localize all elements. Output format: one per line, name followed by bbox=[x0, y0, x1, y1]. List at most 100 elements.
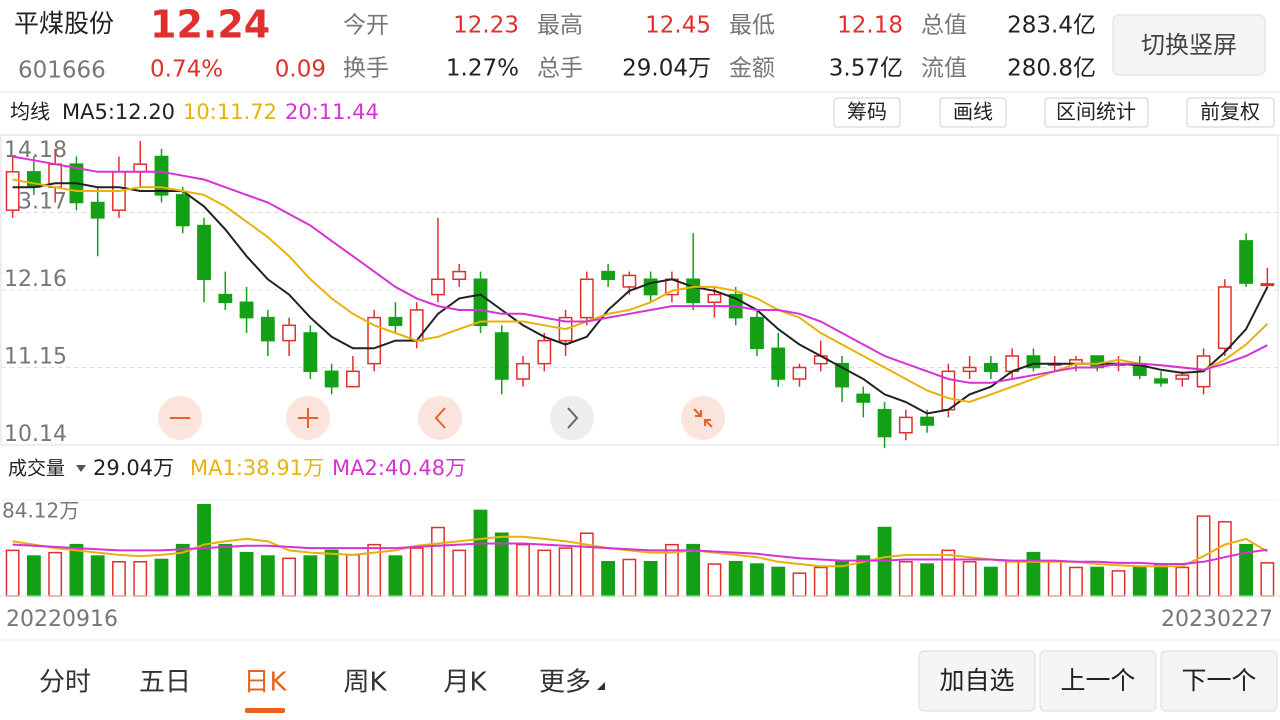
candle-body bbox=[367, 316, 382, 365]
action-button[interactable] bbox=[1039, 650, 1157, 712]
stat-value: 12.18 bbox=[837, 13, 903, 39]
volume-bar bbox=[601, 561, 616, 597]
volume-bar bbox=[1175, 566, 1190, 597]
x-tick-label: 20230227 bbox=[1161, 607, 1273, 632]
dropdown-icon[interactable] bbox=[597, 682, 605, 690]
tab[interactable]: 日K bbox=[243, 668, 287, 698]
icon[interactable] bbox=[567, 407, 579, 429]
icon-bg[interactable] bbox=[418, 396, 462, 440]
candle-body bbox=[473, 278, 488, 327]
icon-bg[interactable] bbox=[681, 396, 725, 440]
volume-bar bbox=[686, 543, 701, 597]
tab[interactable]: 分时 bbox=[39, 668, 91, 698]
stat-value: 283.4亿 bbox=[1007, 13, 1096, 39]
tab-bar: 分时 五日 日K 周K 月K 更多 加自选 上一个 下一个 bbox=[39, 650, 1278, 713]
icon[interactable] bbox=[693, 408, 713, 428]
candle-body bbox=[388, 316, 403, 327]
candle-body bbox=[324, 370, 339, 388]
legend-entry: MA5:12.20 bbox=[62, 100, 175, 124]
candle-body bbox=[707, 293, 722, 304]
volume-bar bbox=[1111, 570, 1126, 597]
stat-value: 280.8亿 bbox=[1007, 56, 1096, 82]
action-label[interactable]: 上一个 bbox=[1060, 666, 1135, 695]
volume-bar bbox=[324, 549, 339, 597]
candle-body bbox=[1239, 240, 1254, 284]
action-label[interactable]: 下一个 bbox=[1181, 666, 1256, 695]
volume-bar bbox=[69, 543, 84, 597]
volume-bar bbox=[112, 561, 126, 597]
volume-bar bbox=[941, 549, 956, 597]
icon-bg[interactable] bbox=[550, 396, 594, 440]
action-button[interactable] bbox=[1160, 650, 1278, 712]
volume-bar bbox=[218, 543, 233, 597]
button-label[interactable]: 画线 bbox=[953, 100, 993, 124]
tool-button[interactable]: 画线 bbox=[939, 97, 1007, 128]
candle-body bbox=[962, 366, 977, 373]
button-label[interactable]: 区间统计 bbox=[1056, 100, 1136, 124]
candle-body bbox=[1026, 355, 1041, 369]
button-label[interactable]: 切换竖屏 bbox=[1141, 31, 1237, 59]
x-tick-label: 20220916 bbox=[6, 607, 118, 632]
volume-bar bbox=[771, 566, 786, 597]
tab[interactable]: 周K bbox=[343, 668, 387, 698]
stock-name: 平煤股份 bbox=[14, 9, 114, 38]
candle-body bbox=[920, 416, 935, 426]
button-bg[interactable] bbox=[1112, 14, 1266, 76]
volume-bar bbox=[962, 561, 977, 597]
move-right[interactable] bbox=[550, 396, 594, 440]
volume-bar bbox=[197, 503, 211, 597]
volume-bar bbox=[537, 549, 552, 597]
stat-value: 3.57亿 bbox=[829, 56, 903, 82]
volume-bar bbox=[898, 561, 913, 597]
icon[interactable] bbox=[298, 408, 318, 428]
candle-body bbox=[239, 301, 254, 319]
button-label[interactable]: 筹码 bbox=[847, 100, 887, 124]
tool-button[interactable]: 前复权 bbox=[1186, 97, 1275, 128]
button-bg[interactable] bbox=[939, 97, 1007, 128]
stat-label: 总手 bbox=[537, 56, 583, 82]
candle-body bbox=[303, 332, 318, 373]
stat-label: 流值 bbox=[921, 56, 967, 82]
candle-body bbox=[686, 278, 701, 304]
reset-zoom[interactable] bbox=[681, 396, 725, 440]
change-pct: 0.74% bbox=[150, 57, 223, 83]
tab[interactable]: 月K bbox=[443, 668, 487, 698]
volume-bar bbox=[388, 555, 403, 597]
tab[interactable]: 五日 bbox=[139, 668, 191, 698]
action-button[interactable] bbox=[918, 650, 1036, 712]
volume-bar bbox=[260, 555, 275, 597]
candle-body bbox=[282, 324, 297, 342]
volume-bar bbox=[877, 526, 892, 597]
zoom-out[interactable] bbox=[158, 396, 202, 440]
rotate-button[interactable]: 切换竖屏 bbox=[1112, 14, 1266, 76]
button-bg[interactable] bbox=[1044, 97, 1149, 128]
candle-body bbox=[537, 339, 552, 365]
icon[interactable] bbox=[434, 407, 446, 429]
tab[interactable]: 更多 bbox=[539, 668, 591, 698]
button-bg[interactable] bbox=[1186, 97, 1275, 128]
volume-bar bbox=[409, 547, 424, 597]
candle-body bbox=[877, 408, 892, 438]
tool-button[interactable]: 筹码 bbox=[833, 97, 901, 128]
move-left[interactable] bbox=[418, 396, 462, 440]
button-bg[interactable] bbox=[833, 97, 901, 128]
candle-body bbox=[175, 194, 190, 227]
action-label[interactable]: 加自选 bbox=[939, 666, 1014, 695]
change: 0.09 bbox=[275, 57, 326, 83]
zoom-in[interactable] bbox=[286, 396, 330, 440]
tool-button[interactable]: 区间统计 bbox=[1044, 97, 1149, 128]
button-label[interactable]: 前复权 bbox=[1200, 100, 1260, 124]
candle-body bbox=[431, 278, 445, 296]
volume-bar bbox=[707, 563, 722, 597]
volume-bar bbox=[1026, 551, 1041, 597]
candle-body bbox=[133, 163, 148, 173]
volume-bar bbox=[920, 563, 935, 597]
candle-body bbox=[792, 366, 807, 380]
candle-body bbox=[260, 316, 275, 342]
candle-body bbox=[601, 270, 616, 281]
stat-label: 最高 bbox=[537, 13, 583, 39]
dropdown-icon[interactable] bbox=[76, 465, 86, 472]
candle-body bbox=[898, 416, 913, 434]
stat-value: 12.45 bbox=[645, 13, 711, 39]
